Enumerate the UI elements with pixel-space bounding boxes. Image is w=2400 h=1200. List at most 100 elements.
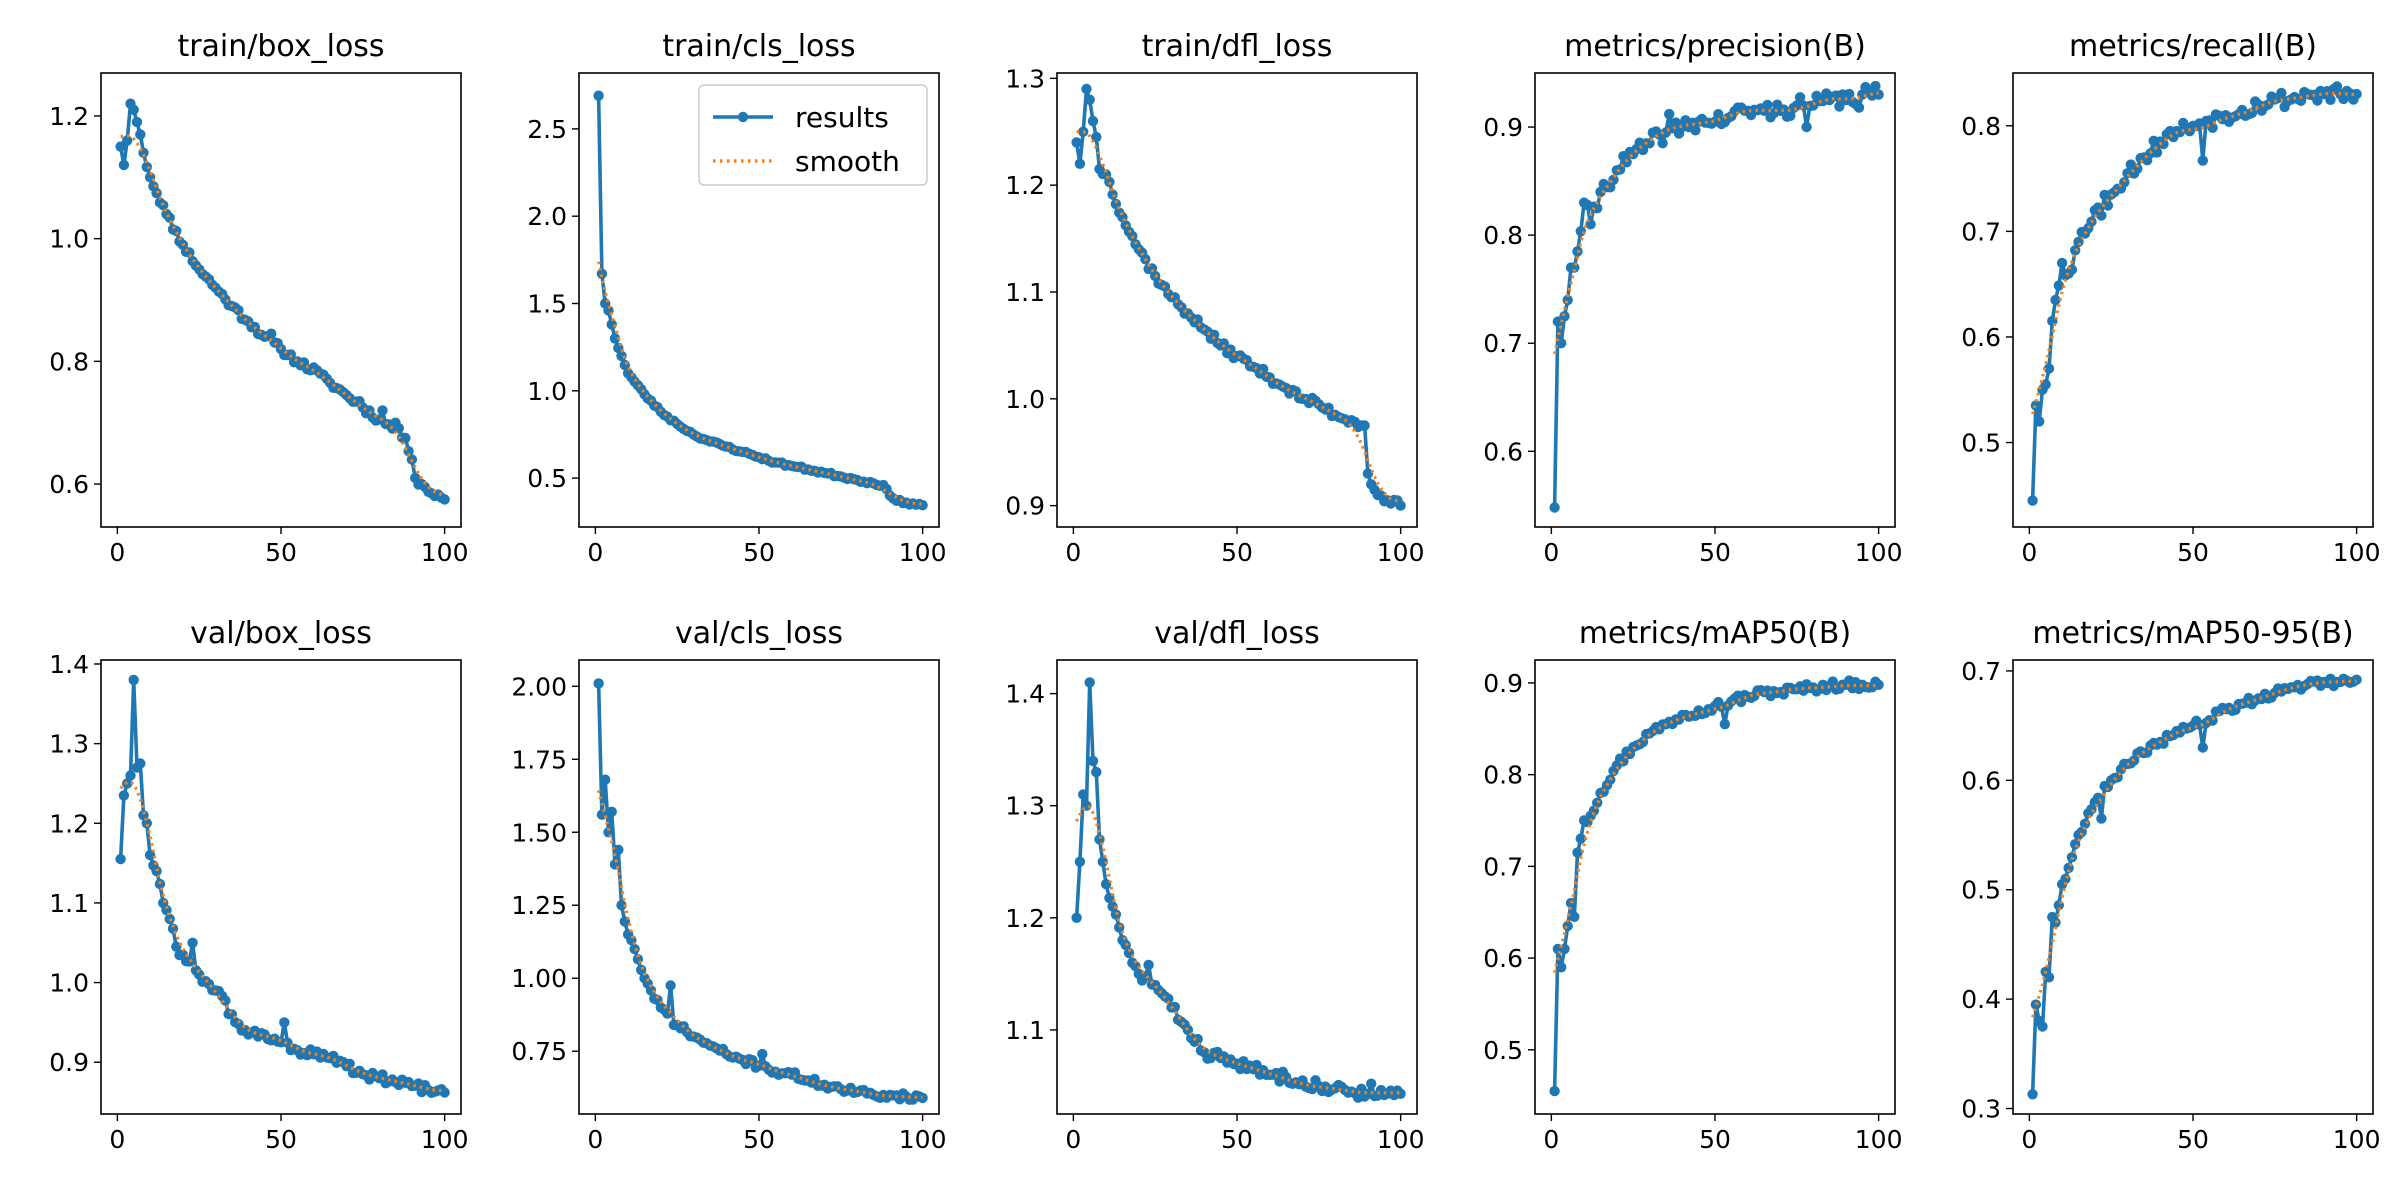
subplot-title: train/cls_loss [662, 29, 855, 64]
results-point [2050, 294, 2061, 306]
y-tick-label: 0.6 [49, 470, 89, 499]
results-point [2197, 742, 2208, 753]
plot-area [2027, 673, 2362, 1100]
smooth-line [1076, 129, 1401, 504]
x-tick-label: 0 [1065, 538, 1081, 567]
results-point [1549, 502, 1560, 513]
results-point [1143, 959, 1154, 971]
subplot-9: metrics/mAP50(B) 0 50 100 0.5 0.6 0.7 0.8 0.9 [1483, 616, 1902, 1154]
results-point [1569, 911, 1580, 922]
x-tick-label: 100 [2333, 1125, 2381, 1154]
subplot-4: metrics/precision(B) 0 50 100 0.6 0.7 0.8 0.9 [1483, 29, 1902, 567]
results-point [1873, 679, 1884, 690]
y-tick-label: 1.0 [527, 377, 567, 406]
y-tick-label: 0.6 [1961, 323, 2001, 352]
results-point [2207, 122, 2218, 133]
results-point [1621, 157, 1632, 168]
results-point [1395, 1088, 1406, 1100]
results-point [1834, 101, 1845, 112]
x-tick-label: 100 [421, 1125, 469, 1154]
y-tick-label: 0.9 [1483, 669, 1523, 698]
x-tick-label: 0 [1543, 538, 1559, 567]
axes-frame [1534, 72, 1896, 528]
smooth-line [2031, 679, 2357, 1018]
results-point [2073, 236, 2084, 248]
subplot-1: train/box_loss 0 50 100 0.6 0.8 1.0 1.2 [49, 29, 468, 567]
x-tick-label: 100 [1377, 538, 1425, 567]
results-point [1801, 121, 1812, 133]
plot-area [1071, 677, 1406, 1103]
results-point [1562, 920, 1573, 932]
x-tick-label: 0 [109, 538, 125, 567]
y-tick-label: 2.5 [527, 115, 567, 144]
y-tick-label: 0.8 [1483, 761, 1523, 790]
subplot-title: val/cls_loss [675, 616, 843, 651]
x-tick-label: 50 [1221, 1125, 1253, 1154]
results-point [1575, 226, 1587, 237]
results-point [757, 1048, 768, 1060]
results-point [131, 116, 143, 128]
results-point [1087, 755, 1099, 767]
subplot-title: train/box_loss [177, 29, 384, 64]
results-point [135, 758, 146, 769]
results-point [1395, 500, 1406, 511]
results-point [2325, 94, 2336, 106]
y-tick-label: 0.5 [1483, 1036, 1523, 1065]
results-point [2050, 917, 2061, 928]
results-point [1572, 847, 1583, 858]
results-point [1218, 338, 1230, 349]
x-tick-label: 100 [2333, 538, 2381, 567]
x-tick-label: 50 [1699, 538, 1731, 567]
results-point [1081, 83, 1092, 95]
subplot-3: train/dfl_loss 0 50 100 0.9 1.0 1.1 1.2 1.3 [1005, 29, 1424, 567]
results-point [616, 350, 627, 362]
results-point [593, 90, 604, 101]
subplot-5: metrics/recall(B) 0 50 100 0.5 0.6 0.7 0.8 [1961, 29, 2380, 567]
x-tick-label: 0 [587, 1125, 603, 1154]
y-tick-label: 1.2 [49, 102, 89, 131]
results-point [1549, 1085, 1560, 1097]
results-point [141, 161, 152, 173]
y-tick-label: 1.0 [1005, 385, 1045, 414]
results-point [2351, 674, 2362, 685]
results-point [1169, 1001, 1181, 1013]
y-tick-label: 0.9 [49, 1048, 89, 1077]
plot-area [593, 678, 928, 1105]
y-tick-label: 0.7 [1483, 852, 1523, 881]
results-point [1870, 80, 1881, 92]
results-point [1107, 189, 1118, 200]
plot-area [1549, 80, 1884, 513]
plot-area [115, 674, 450, 1099]
x-tick-label: 0 [587, 538, 603, 567]
y-tick-label: 1.2 [49, 809, 89, 838]
results-point [233, 305, 244, 316]
results-point [1084, 677, 1095, 688]
results-point [115, 853, 126, 865]
results-point [2027, 495, 2038, 506]
axes-frame [578, 659, 940, 1115]
results-point [1844, 88, 1855, 100]
x-tick-label: 100 [1377, 1125, 1425, 1154]
results-point [135, 129, 146, 140]
results-point [1827, 676, 1839, 687]
results-point [2096, 210, 2107, 221]
subplot-10: metrics/mAP50-95(B) 0 50 100 0.3 0.4 0.5 0.6 0.7 [1961, 616, 2380, 1154]
x-tick-label: 50 [265, 538, 297, 567]
results-point [377, 405, 388, 416]
results-point [2043, 972, 2055, 983]
x-tick-label: 0 [1543, 1125, 1559, 1154]
y-tick-label: 0.9 [1005, 492, 1045, 521]
x-tick-label: 50 [265, 1125, 297, 1154]
subplot-title: metrics/recall(B) [2069, 29, 2317, 64]
results-point [154, 878, 166, 890]
results-point [2119, 177, 2130, 188]
plot-area [2027, 81, 2362, 506]
results-point [2197, 155, 2208, 166]
results-point [2034, 416, 2045, 427]
y-tick-label: 0.75 [511, 1037, 567, 1066]
x-tick-label: 0 [2021, 538, 2037, 567]
subplot-7: val/cls_loss 0 50 100 0.75 1.00 1.25 1.50 1.75 2.… [511, 616, 946, 1154]
results-point [118, 159, 130, 171]
x-tick-label: 100 [899, 1125, 947, 1154]
results-point [1091, 766, 1102, 778]
